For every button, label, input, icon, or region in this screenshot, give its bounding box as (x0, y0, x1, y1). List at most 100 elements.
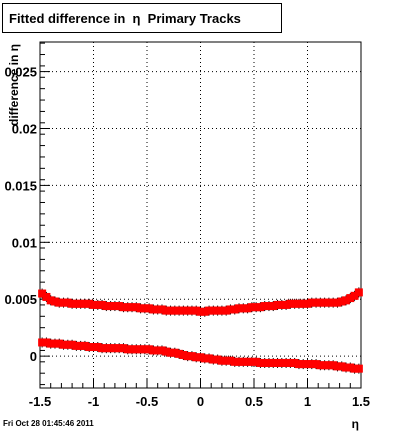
data-point (252, 357, 261, 366)
y-tick-label: 0.02 (12, 122, 37, 137)
data-point (93, 300, 102, 309)
data-point (93, 343, 102, 352)
data-point (307, 360, 316, 369)
x-tick-label: -1 (88, 394, 100, 409)
data-point (196, 353, 205, 362)
data-point (243, 304, 252, 313)
data-point (98, 344, 107, 353)
data-point (312, 298, 321, 307)
data-point (209, 306, 218, 315)
data-point (316, 298, 325, 307)
data-point (50, 297, 59, 306)
data-point (260, 302, 269, 311)
grid-layer (39, 42, 362, 388)
data-point (166, 306, 175, 315)
y-tick-label: 0 (30, 349, 37, 364)
data-point (282, 300, 291, 309)
data-point (115, 344, 124, 353)
data-point (290, 299, 299, 308)
data-point (76, 299, 85, 308)
data-point (42, 338, 51, 347)
data-point (256, 358, 265, 367)
data-point (286, 358, 295, 367)
data-point (85, 299, 94, 308)
data-point (145, 304, 154, 313)
data-point (316, 361, 325, 370)
data-point (153, 346, 162, 355)
x-axis-label: η (352, 417, 359, 431)
data-point (213, 355, 222, 364)
data-point (350, 364, 359, 373)
data-point (183, 306, 192, 315)
data-point (80, 341, 89, 350)
data-point (226, 305, 235, 314)
data-point (247, 303, 256, 312)
data-point (277, 358, 286, 367)
data-point (72, 341, 81, 350)
data-point (205, 354, 214, 363)
data-point (179, 306, 188, 315)
data-point (89, 300, 98, 309)
data-point (85, 343, 94, 352)
data-point (157, 305, 166, 314)
data-point (294, 360, 303, 369)
data-point (128, 345, 137, 354)
x-tick-label: -1.5 (29, 394, 51, 409)
data-point (102, 302, 111, 311)
data-point (179, 350, 188, 359)
data-point (217, 356, 226, 365)
y-tick-label: 0.005 (4, 292, 37, 307)
data-point (140, 345, 149, 354)
data-point (222, 306, 231, 315)
data-point (59, 340, 68, 349)
data-point (282, 358, 291, 367)
data-point (200, 354, 209, 363)
y-tick-label: 0.015 (4, 178, 37, 193)
data-point (260, 358, 269, 367)
data-point (342, 296, 351, 305)
data-point (205, 306, 214, 315)
data-point (115, 302, 124, 311)
data-point (337, 297, 346, 306)
data-point (110, 344, 119, 353)
data-point (303, 360, 312, 369)
data-point (303, 299, 312, 308)
data-point (320, 298, 329, 307)
data-point (230, 305, 239, 314)
data-point (123, 345, 132, 354)
data-point (346, 363, 355, 372)
data-point (72, 299, 81, 308)
data-point (175, 306, 184, 315)
y-tick-label: 0.01 (12, 235, 37, 250)
data-point (273, 300, 282, 309)
data-point (89, 343, 98, 352)
data-point (106, 302, 115, 311)
data-point (312, 360, 321, 369)
data-point (329, 361, 338, 370)
data-point (119, 303, 128, 312)
data-point (38, 289, 47, 298)
data-point (59, 298, 68, 307)
data-point (324, 298, 333, 307)
data-point (329, 298, 338, 307)
data-point (170, 348, 179, 357)
data-point (55, 339, 64, 348)
x-tick-label: 1.5 (352, 394, 370, 409)
data-point (299, 299, 308, 308)
data-point (200, 307, 209, 316)
data-point (290, 358, 299, 367)
data-point (106, 344, 115, 353)
data-point (299, 360, 308, 369)
data-point (217, 306, 226, 315)
data-point (170, 306, 179, 315)
series-layer (38, 287, 363, 374)
data-point (80, 299, 89, 308)
data-point (132, 303, 141, 312)
data-point (196, 307, 205, 316)
data-point (269, 358, 278, 367)
data-point (239, 357, 248, 366)
data-point (320, 361, 329, 370)
data-point (230, 357, 239, 366)
data-point (307, 298, 316, 307)
data-point (243, 357, 252, 366)
